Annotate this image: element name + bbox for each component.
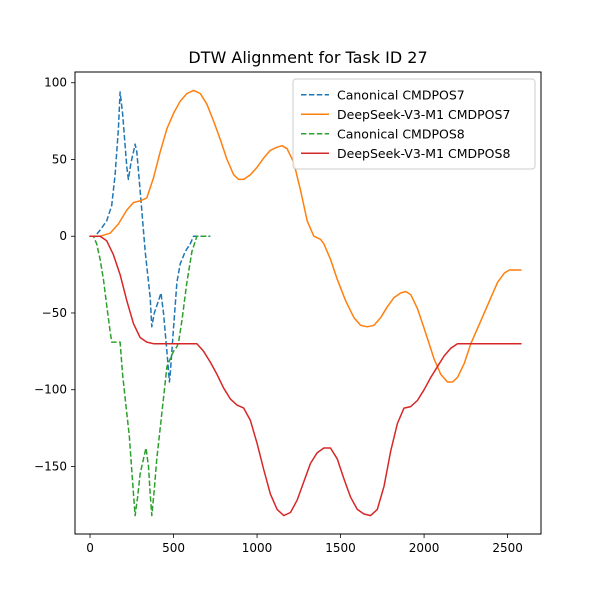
x-tick-label: 500 [162,541,185,555]
legend-label: DeepSeek-V3-M1 CMDPOS7 [337,107,510,122]
y-tick-label: 100 [44,76,67,90]
axes-frame [74,71,542,535]
x-tick-label: 2500 [492,541,523,555]
x-tick-label: 2000 [409,541,440,555]
y-axis: −150 −100 −50 0 50 100 [34,76,75,473]
legend-box [292,78,536,170]
y-tick-label: 50 [52,152,67,166]
legend-label: DeepSeek-V3-M1 CMDPOS8 [337,146,510,161]
y-tick-label: −100 [34,383,67,397]
series-line-2 [89,89,522,383]
series-layer [89,89,522,517]
legend-label: Canonical CMDPOS8 [337,126,465,141]
legend-label: Canonical CMDPOS7 [337,87,465,102]
series-line-4 [89,235,522,517]
y-tick-label: 0 [59,229,67,243]
y-tick-label: −50 [42,306,67,320]
x-tick-label: 0 [86,541,94,555]
x-tick-label: 1500 [325,541,356,555]
chart-title: DTW Alignment for Task ID 27 [188,48,427,67]
x-tick-label: 1000 [242,541,273,555]
y-tick-label: −150 [34,459,67,473]
legend: Canonical CMDPOS7 DeepSeek-V3-M1 CMDPOS7 C… [292,78,536,170]
x-axis: 0 500 1000 1500 2000 2500 [86,534,523,555]
